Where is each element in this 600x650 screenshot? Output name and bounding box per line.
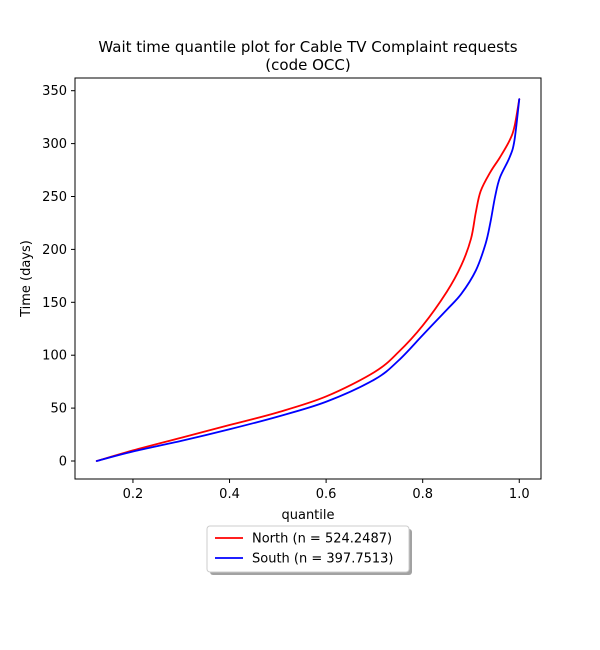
y-axis-ticks: 0 50 100 150 200 250 300 350: [42, 84, 75, 470]
legend: North (n = 524.2487) South (n = 397.7513): [206, 525, 412, 575]
legend-entry: North (n = 524.2487): [252, 532, 392, 547]
series-lines: [95, 98, 521, 462]
x-tick-label: 0.6: [316, 487, 337, 502]
y-tick-label: 100: [42, 349, 67, 364]
y-axis-label: Time (days): [19, 240, 34, 318]
plot-area: [74, 77, 542, 480]
x-tick-label: 0.8: [412, 487, 433, 502]
x-tick-label: 0.2: [123, 487, 144, 502]
chart-title: Wait time quantile plot for Cable TV Com…: [98, 38, 517, 74]
y-tick-label: 350: [42, 84, 67, 99]
y-tick-label: 0: [59, 455, 67, 470]
chart-title-line-2: (code OCC): [265, 56, 350, 74]
y-tick-label: 200: [42, 243, 67, 258]
series-line-south: [95, 98, 521, 462]
x-tick-label: 1.0: [509, 487, 530, 502]
legend-box: [206, 525, 410, 573]
legend-entry: South (n = 397.7513): [252, 552, 393, 567]
x-tick-label: 0.4: [219, 487, 240, 502]
x-axis-label: quantile: [281, 508, 334, 523]
x-axis-ticks: 0.2 0.4 0.6 0.8 1.0: [123, 479, 530, 502]
y-tick-label: 250: [42, 190, 67, 205]
series-line-north: [95, 98, 521, 462]
y-tick-label: 150: [42, 296, 67, 311]
y-tick-label: 300: [42, 137, 67, 152]
chart-title-line-1: Wait time quantile plot for Cable TV Com…: [98, 38, 517, 56]
y-tick-label: 50: [50, 402, 67, 417]
